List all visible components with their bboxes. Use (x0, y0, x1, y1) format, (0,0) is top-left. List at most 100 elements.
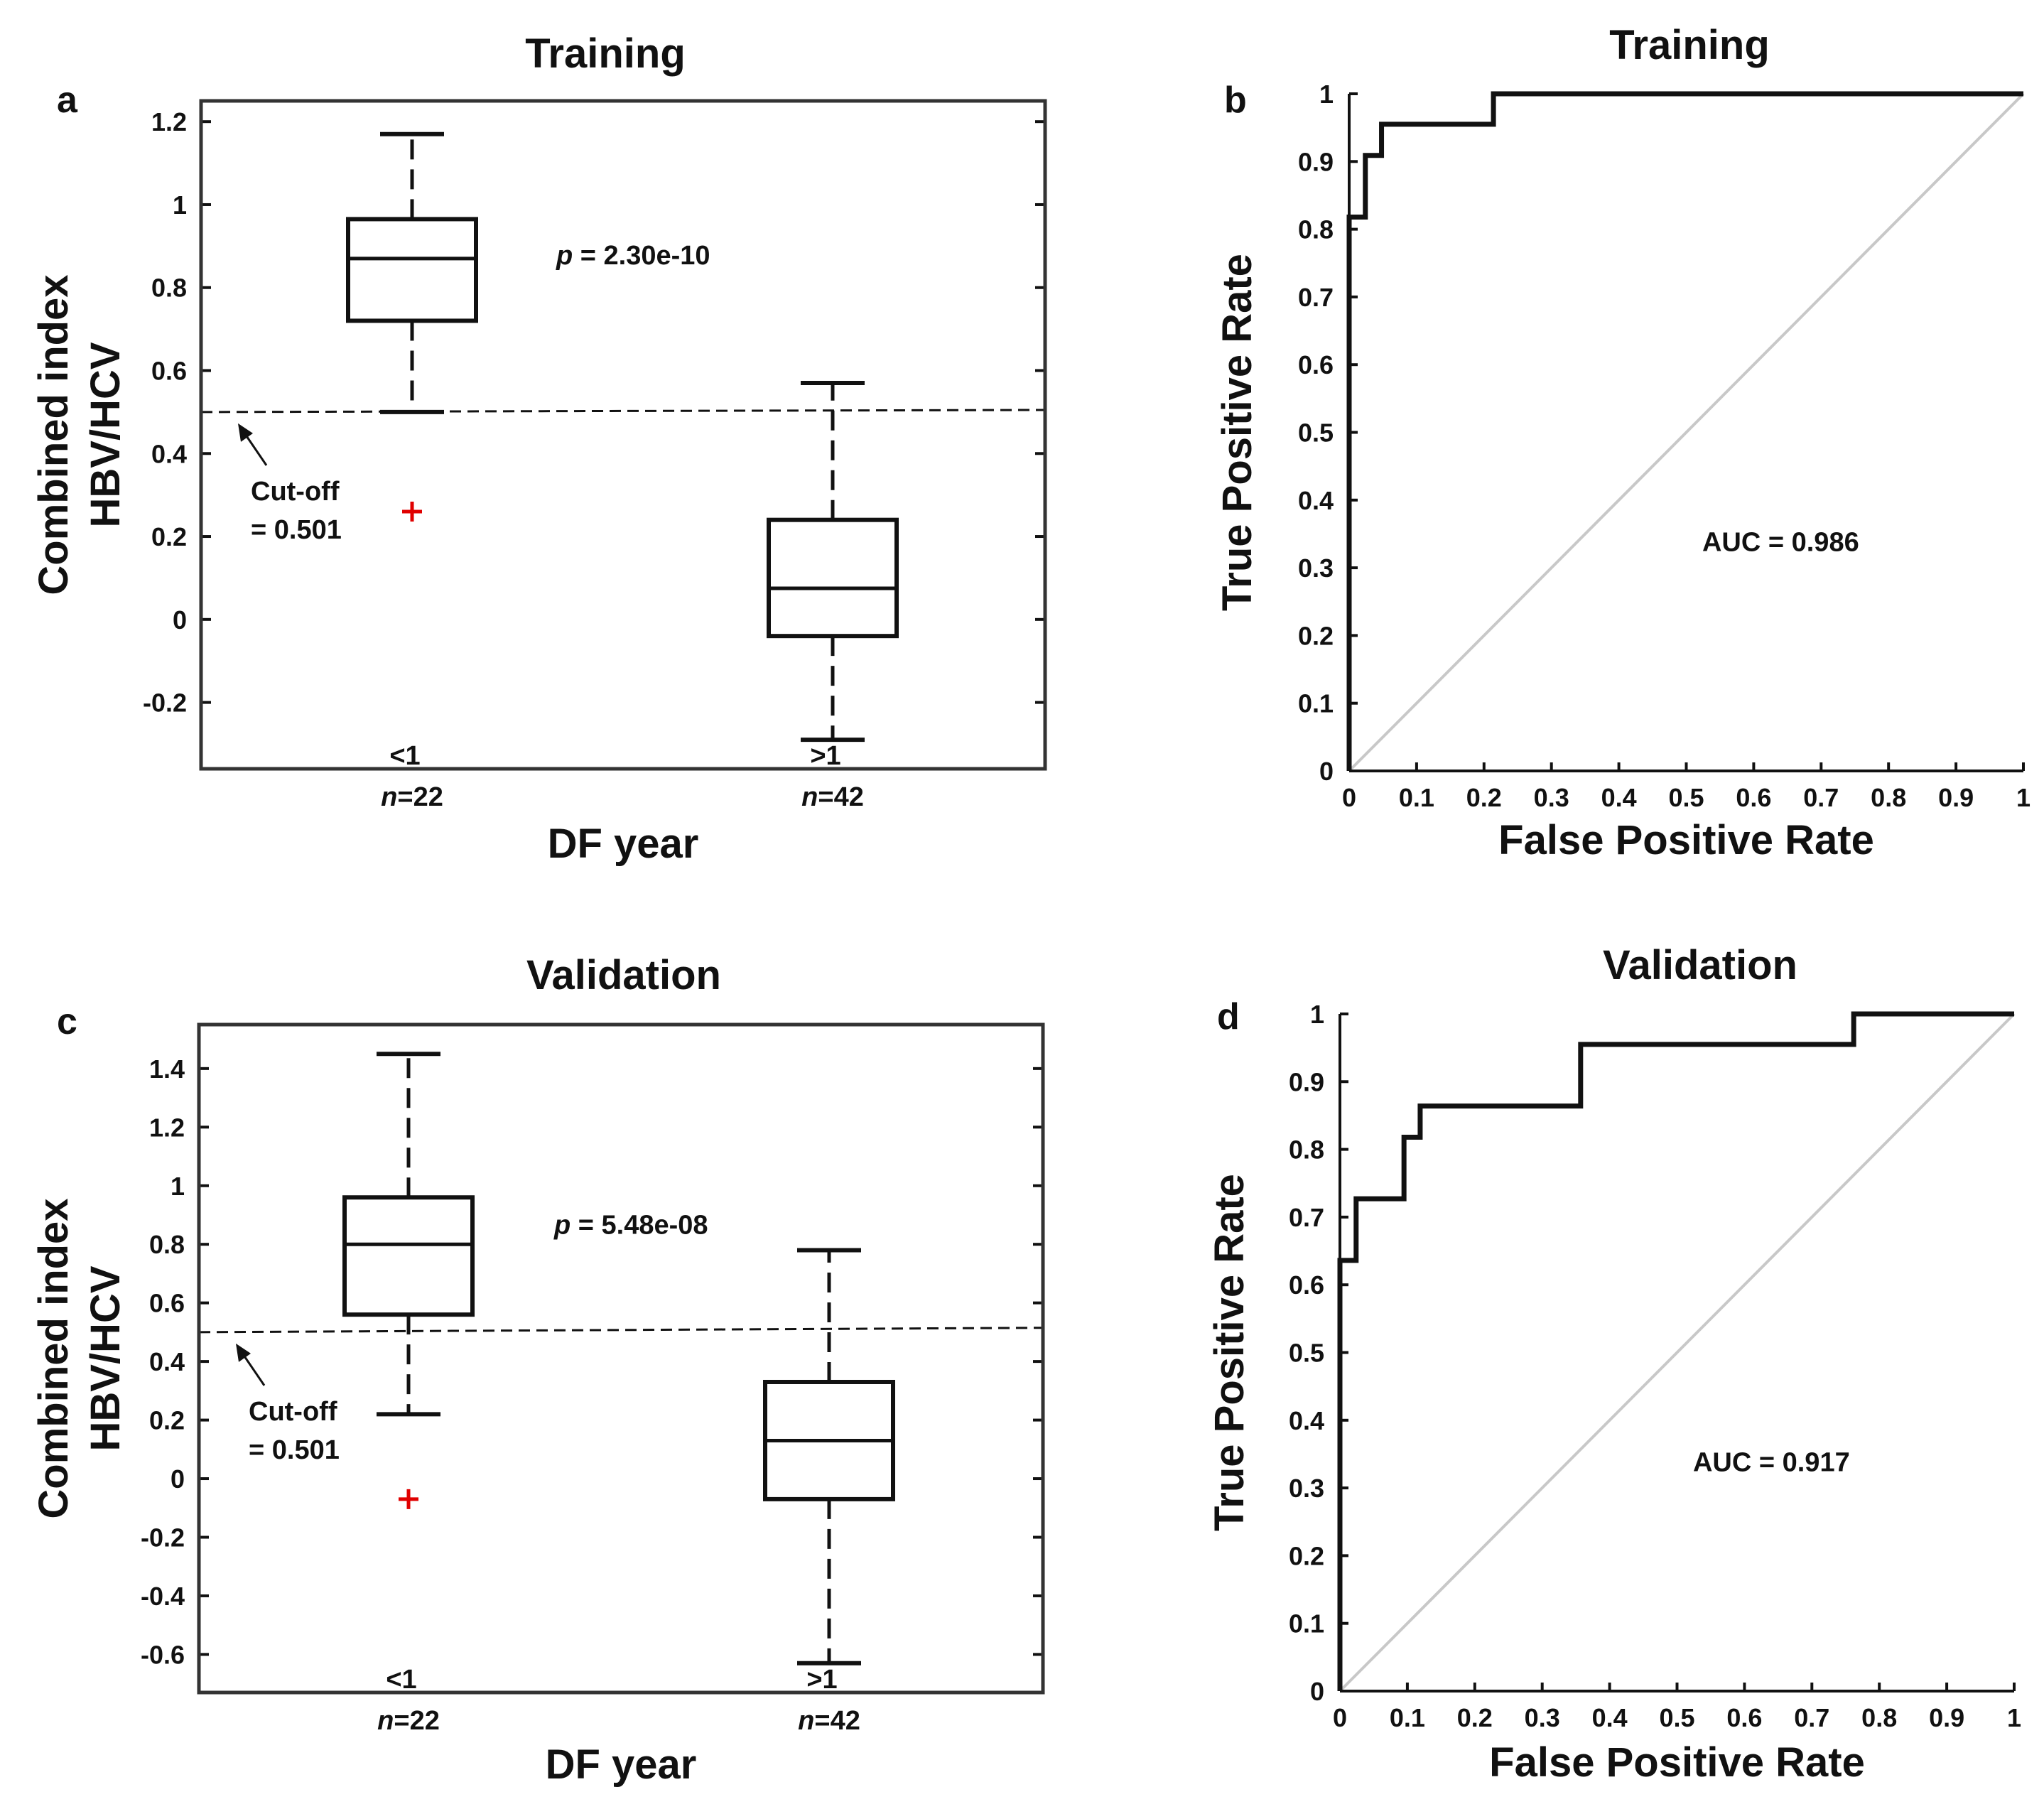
n-label-value: =42 (818, 782, 863, 812)
xtick-label: 0.3 (1525, 1703, 1560, 1732)
xtick-label: 0.2 (1466, 783, 1502, 812)
cutoff-arrow-head (236, 1343, 251, 1362)
cutoff-line (200, 409, 1046, 414)
xtick-label: 1 (2007, 1703, 2021, 1732)
ytick-label: 0.5 (1289, 1339, 1324, 1368)
ytick-label: 0.2 (1289, 1541, 1324, 1570)
ytick-label: 0.6 (149, 1289, 185, 1318)
ytick-label: 0.8 (149, 1230, 185, 1259)
auc-label: AUC = 0.917 (1693, 1447, 1850, 1477)
p-value-text: = 2.30e-10 (573, 241, 710, 271)
ytick-label: 0.5 (1298, 419, 1334, 448)
ytick-label: 0.1 (1289, 1609, 1324, 1638)
ytick-label: 0.8 (1298, 215, 1334, 244)
box-group (342, 1052, 475, 1417)
xtick-label: 0 (1342, 783, 1356, 812)
xtick-label: 0.2 (1457, 1703, 1493, 1732)
ytick-label: 0.1 (1298, 689, 1334, 718)
p-value-label: p = 5.48e-08 (553, 1210, 708, 1240)
ytick-label: 0.4 (1289, 1406, 1324, 1435)
xtick-label: 0.6 (1726, 1703, 1762, 1732)
n-label: n=22 (377, 1706, 440, 1736)
panel-label-c: c (57, 1001, 77, 1042)
p-value-label: p = 2.30e-10 (556, 241, 710, 271)
p-value-symbol: p (556, 241, 573, 271)
ytick-label: 0.6 (151, 357, 187, 386)
ytick-label: 0.2 (151, 522, 187, 551)
xtick-label: 0.7 (1794, 1703, 1829, 1732)
auc-label: AUC = 0.986 (1702, 527, 1859, 557)
box-iqr (767, 517, 899, 639)
xtick-label: 0.7 (1803, 783, 1839, 812)
xtick-label: 0.4 (1601, 783, 1637, 812)
xtick-label: 0.8 (1871, 783, 1906, 812)
y-axis-label: Combined index (31, 1198, 77, 1518)
ytick-label: 1 (171, 1172, 185, 1201)
n-label-prefix: n (801, 782, 818, 812)
xtick-label: 0.9 (1938, 783, 1974, 812)
ytick-label: 0.7 (1289, 1203, 1324, 1232)
y-axis-label: HBV/HCV (82, 342, 129, 527)
x-axis-label: DF year (546, 1742, 697, 1788)
axes-frame (199, 99, 1047, 771)
n-label-prefix: n (381, 782, 397, 812)
y-axis-label: True Positive Rate (1214, 254, 1260, 611)
panel-d: d Validation 00 0.1 0.1 0.2 0.2 0.3 0.3 0.4 0.4 0.5… (1206, 942, 2021, 1786)
ytick-label: 1.2 (151, 107, 187, 136)
ytick-label: -0.4 (141, 1582, 185, 1611)
xtick-label: 0 (1333, 1703, 1347, 1732)
ytick-label: 0 (1310, 1677, 1324, 1706)
x-axis-label: False Positive Rate (1498, 817, 1874, 863)
panel-a: aTraining-0.200.20.40.60.811.2<1n=22>1n=… (31, 31, 1047, 867)
xtick-label: 1 (2016, 783, 2031, 812)
ytick-label: 0.4 (149, 1347, 185, 1376)
ytick-label: 0 (173, 605, 187, 635)
ytick-label: 1 (173, 190, 187, 220)
ytick-label: 0 (171, 1464, 185, 1494)
panel-label-a: a (57, 80, 78, 121)
group-label: <1 (386, 1665, 416, 1695)
x-axis-label: DF year (548, 821, 699, 867)
n-label-value: =42 (814, 1706, 860, 1736)
ytick-label: 0.2 (1298, 621, 1334, 650)
box-group (346, 131, 478, 414)
cutoff-label: = 0.501 (251, 515, 342, 545)
n-label: n=22 (381, 782, 443, 812)
y-axis-label: Combined index (31, 274, 77, 595)
ytick-label: 0.8 (1289, 1135, 1324, 1165)
y-axis-label: HBV/HCV (82, 1265, 129, 1451)
box-group (763, 1248, 895, 1665)
x-axis-label: False Positive Rate (1489, 1739, 1865, 1786)
ytick-label: 0.4 (151, 439, 187, 468)
p-value-symbol: p (553, 1210, 571, 1240)
chart-title-c: Validation (526, 952, 721, 998)
ytick-label: 0.7 (1298, 283, 1334, 312)
xtick-label: 0.8 (1861, 1703, 1897, 1732)
ytick-label: -0.6 (141, 1640, 185, 1669)
chance-diagonal (1339, 1013, 2016, 1692)
cutoff-arrow (240, 1351, 266, 1386)
xtick-label: 0.9 (1929, 1703, 1964, 1732)
panel-b: b Training 00 0.1 0.1 0.2 0.2 0.3 0.3 0.4 0.4 0.5 0.… (1214, 22, 2031, 863)
xtick-label: 0.1 (1399, 783, 1434, 812)
roc-curve (1346, 91, 2023, 771)
cutoff-label: Cut-off (251, 477, 340, 507)
box-group (767, 381, 899, 743)
xtick-label: 0.5 (1668, 783, 1704, 812)
ytick-label: 1.4 (149, 1054, 185, 1084)
n-label: n=42 (801, 782, 864, 812)
xtick-label: 0.1 (1390, 1703, 1425, 1732)
cutoff-label: = 0.501 (249, 1435, 340, 1465)
xtick-label: 0.6 (1736, 783, 1771, 812)
panel-label-b: b (1224, 80, 1247, 121)
outlier-marker (399, 1489, 418, 1509)
p-value-text: = 5.48e-08 (571, 1210, 708, 1240)
ytick-label: 0.9 (1298, 147, 1334, 176)
cutoff-label: Cut-off (249, 1397, 337, 1427)
outlier-marker (402, 502, 422, 522)
cutoff-arrow (242, 431, 268, 466)
xtick-label: 0.5 (1659, 1703, 1694, 1732)
ytick-label: 0.6 (1298, 350, 1334, 379)
panel-label-d: d (1217, 996, 1240, 1037)
ytick-label: 0 (1319, 757, 1334, 786)
